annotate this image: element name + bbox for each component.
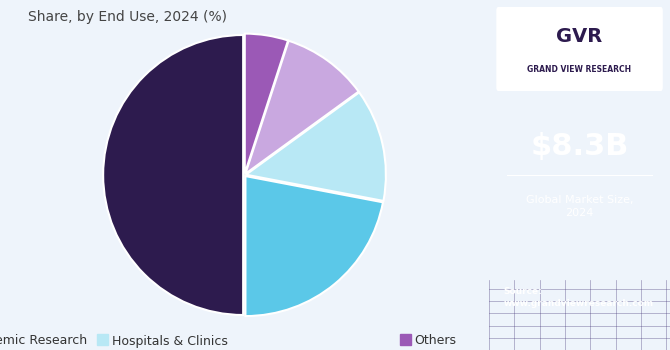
Text: Source:
www.grandviewresearch.com: Source: www.grandviewresearch.com: [504, 287, 654, 308]
Text: $8.3B: $8.3B: [531, 133, 628, 161]
FancyBboxPatch shape: [496, 7, 663, 91]
Text: GVR: GVR: [556, 27, 603, 46]
Wedge shape: [245, 41, 358, 174]
Text: Share, by End Use, 2024 (%): Share, by End Use, 2024 (%): [27, 10, 226, 24]
Wedge shape: [246, 92, 386, 201]
Legend: Academic Research, Clinical Research, Hospitals & Clinics, Pharmaceutical & Biot: Academic Research, Clinical Research, Ho…: [0, 329, 462, 350]
Text: GRAND VIEW RESEARCH: GRAND VIEW RESEARCH: [527, 65, 632, 75]
Wedge shape: [245, 34, 288, 174]
Wedge shape: [103, 35, 243, 315]
Wedge shape: [245, 176, 383, 316]
Text: Global Market Size,
2024: Global Market Size, 2024: [526, 195, 633, 218]
